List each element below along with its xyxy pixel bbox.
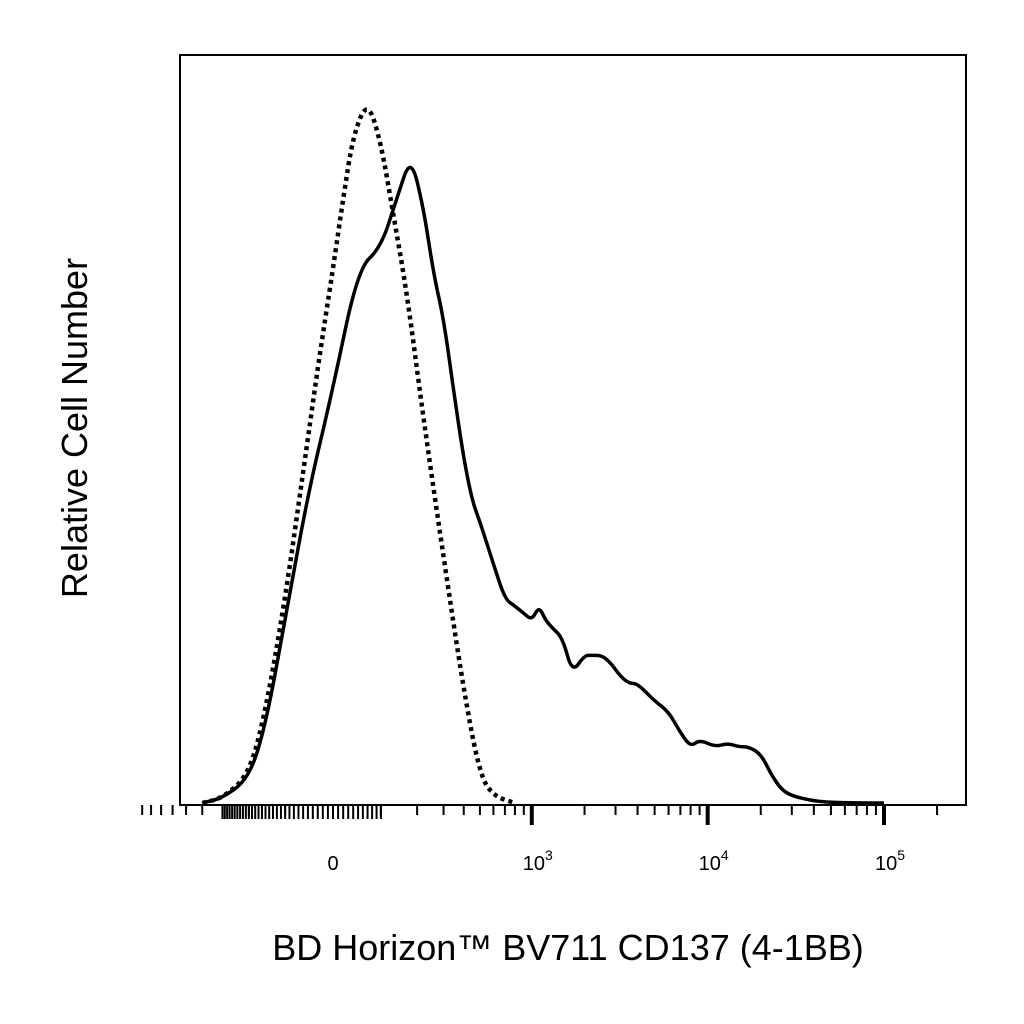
x-axis-minor-ticks	[141, 805, 939, 825]
series-line-solid	[201, 165, 884, 805]
x-tick-label: 0	[327, 853, 338, 875]
series-layer	[201, 107, 884, 806]
x-tick-label: 105	[875, 847, 905, 875]
plot-frame	[179, 54, 967, 806]
y-axis-label: Relative Cell Number	[54, 258, 95, 598]
y-axis-label-group: Relative Cell Number	[54, 258, 95, 598]
series-line-dotted	[201, 107, 518, 806]
x-tick-label: 104	[699, 847, 729, 875]
x-axis-tick-labels: 0 103 104 105	[327, 847, 905, 875]
x-axis-label: BD Horizon™ BV711 CD137 (4-1BB)	[272, 927, 864, 968]
x-tick-label: 103	[523, 847, 553, 875]
